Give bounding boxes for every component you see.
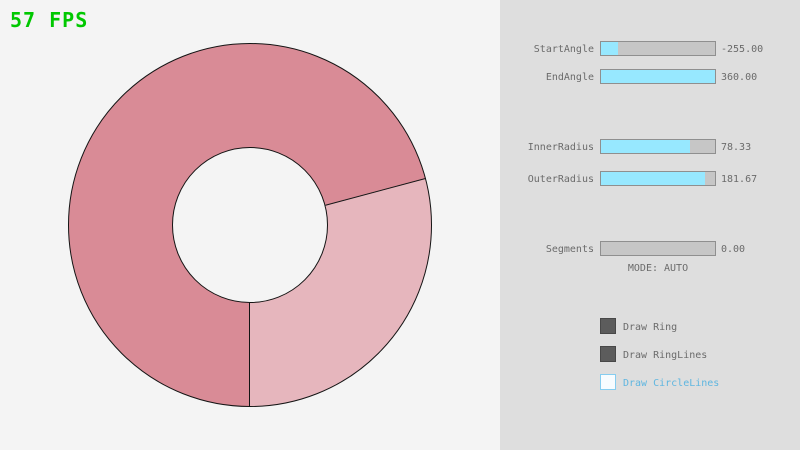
control-panel: StartAngle -255.00 EndAngle 360.00 Inner… [500,0,800,450]
checkbox-draw-circlelines[interactable]: Draw CircleLines [600,374,780,392]
slider-row-innerradius: InnerRadius 78.33 [500,139,800,155]
ring-end-line [249,303,250,407]
outerradius-label: OuterRadius [527,174,594,185]
slider-row-startangle: StartAngle -255.00 [500,41,800,57]
mode-label: MODE: AUTO [627,263,689,274]
ring-inner-circle [172,147,328,303]
fps-counter: 57 FPS [10,8,89,32]
endangle-slider-fill [601,70,715,83]
slider-row-endangle: EndAngle 360.00 [500,69,800,85]
checkbox-draw-ringlines[interactable]: Draw RingLines [600,346,780,364]
innerradius-slider-fill [601,140,690,153]
startangle-slider-fill [601,42,619,55]
innerradius-label: InnerRadius [527,142,594,153]
checkbox-label-draw-circlelines: Draw CircleLines [623,378,720,389]
startangle-slider[interactable] [600,41,716,56]
segments-value: 0.00 [721,244,746,255]
outerradius-slider[interactable] [600,171,716,186]
startangle-value: -255.00 [721,44,764,55]
checkbox-box-draw-ringlines[interactable] [600,346,616,362]
endangle-slider[interactable] [600,69,716,84]
innerradius-slider[interactable] [600,139,716,154]
outerradius-value: 181.67 [721,174,758,185]
checkbox-box-draw-ring[interactable] [600,318,616,334]
segments-label: Segments [545,244,594,255]
slider-row-outerradius: OuterRadius 181.67 [500,171,800,187]
endangle-label: EndAngle [545,72,594,83]
startangle-label: StartAngle [533,44,594,55]
innerradius-value: 78.33 [721,142,752,153]
checkbox-box-draw-circlelines[interactable] [600,374,616,390]
outerradius-slider-fill [601,172,705,185]
checkbox-label-draw-ringlines: Draw RingLines [623,350,708,361]
endangle-value: 360.00 [721,72,758,83]
segments-slider[interactable] [600,241,716,256]
slider-row-segments: Segments 0.00 [500,241,800,257]
checkbox-draw-ring[interactable]: Draw Ring [600,318,780,336]
checkbox-label-draw-ring: Draw Ring [623,322,678,333]
